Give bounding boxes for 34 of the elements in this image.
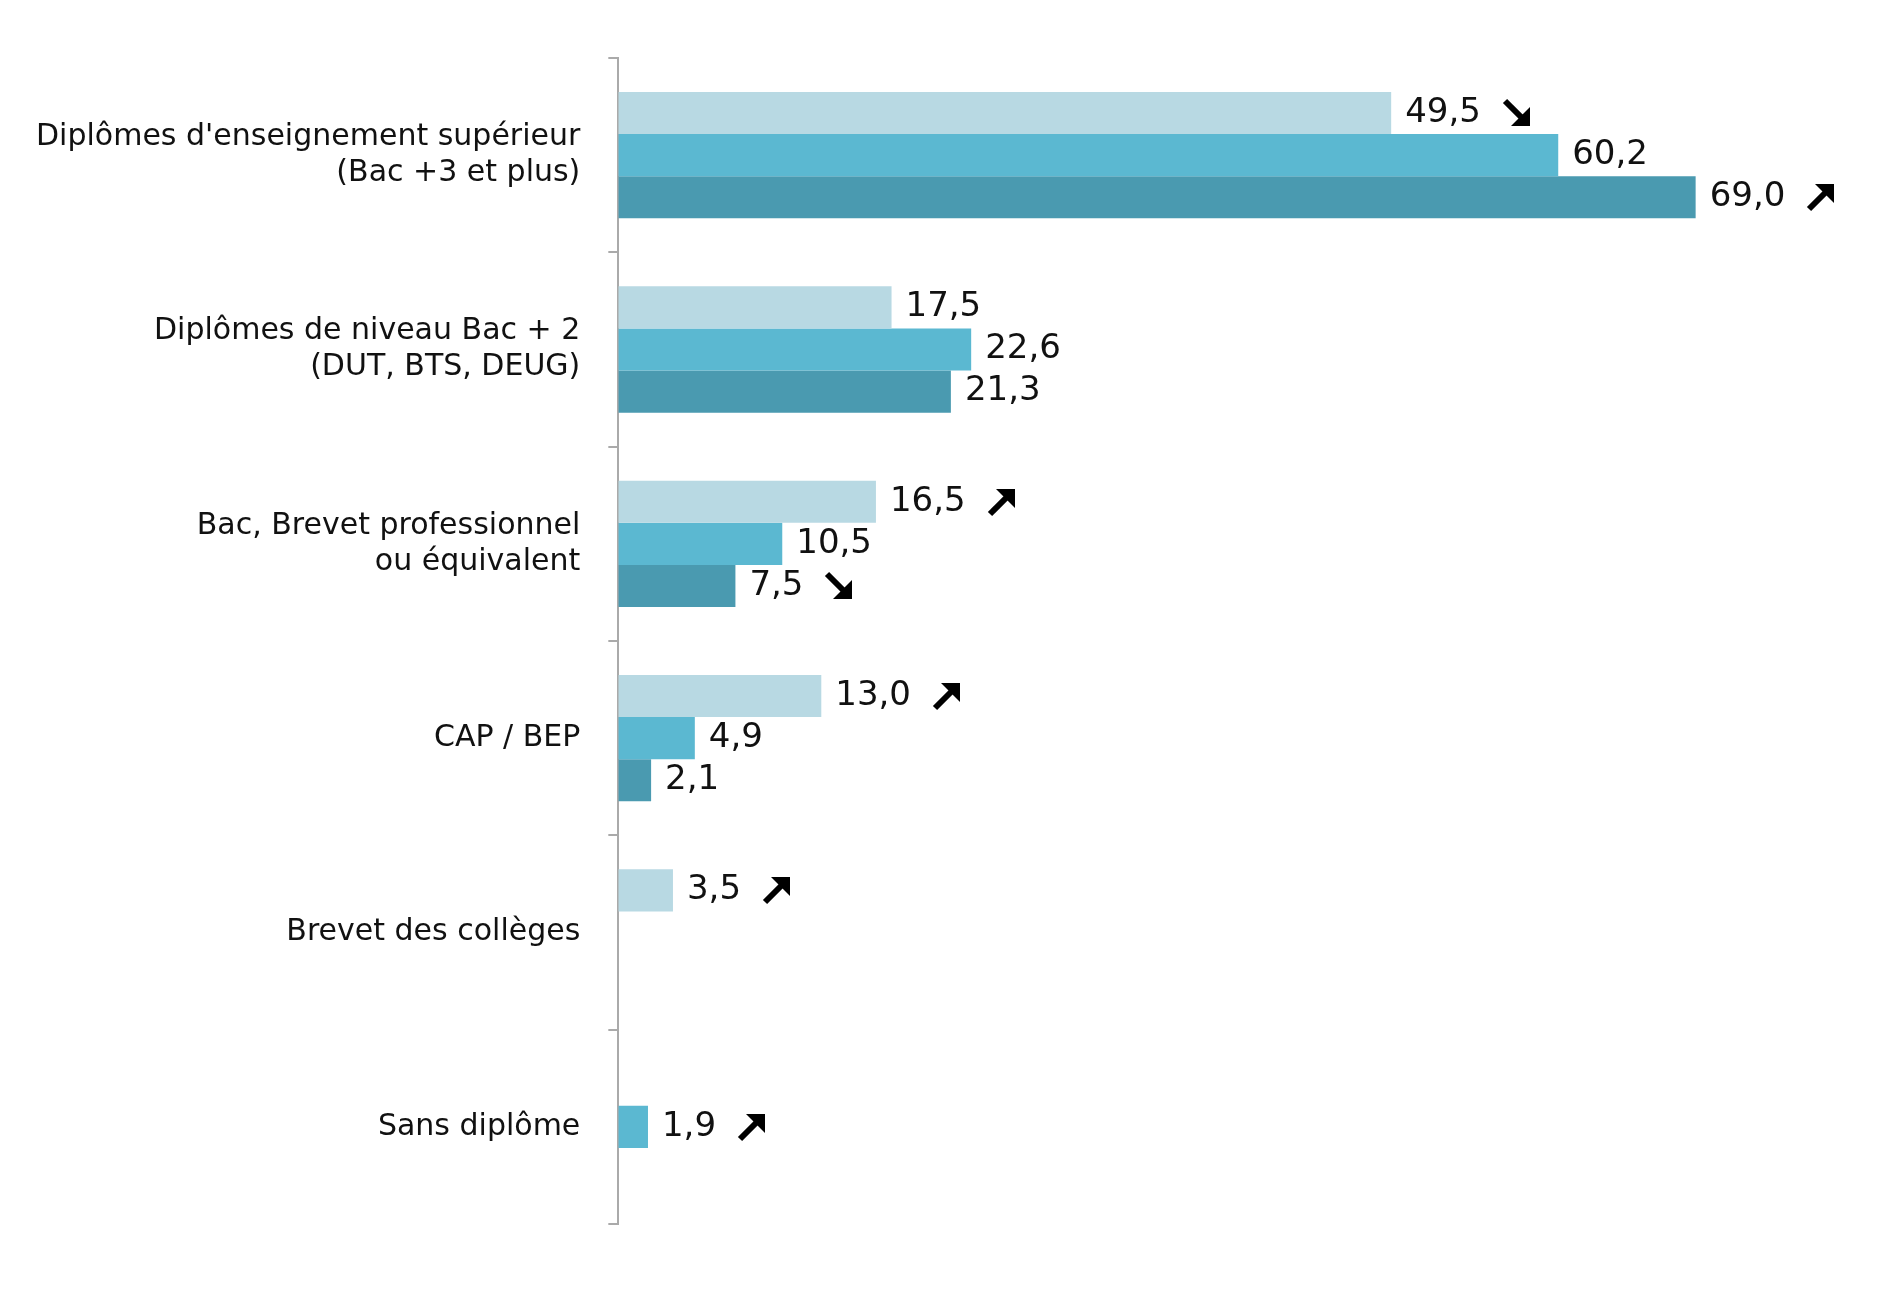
y-tick-label: Bac, Brevet professionnel ou équivalent	[196, 505, 581, 577]
data-label: 69,0	[1709, 174, 1786, 215]
bar	[618, 717, 695, 760]
bar	[618, 564, 736, 607]
bar	[618, 675, 822, 718]
bar	[618, 92, 1392, 135]
bar	[618, 134, 1559, 177]
bar	[618, 370, 951, 413]
data-label: 21,3	[964, 368, 1041, 409]
data-label: 3,5	[686, 867, 742, 908]
bar	[618, 328, 972, 371]
data-label: 13,0	[835, 672, 911, 713]
bar	[618, 869, 673, 912]
bar	[618, 1105, 648, 1148]
data-label: 1,9	[661, 1103, 717, 1144]
y-tick-label: CAP / BEP	[433, 717, 581, 753]
data-label: 22,6	[985, 326, 1061, 367]
data-label: 4,9	[708, 714, 763, 755]
data-label: 17,5	[905, 284, 982, 325]
data-label: 16,5	[889, 478, 966, 519]
bar	[618, 480, 876, 523]
data-label: 49,5	[1405, 89, 1481, 130]
bar	[618, 176, 1696, 219]
bar	[618, 522, 783, 565]
y-tick-label: Diplômes d'enseignement supérieur (Bac +3 et plus)	[35, 116, 581, 188]
y-tick-label: Diplômes de niveau Bac + 2 (DUT, BTS, DEUG)	[154, 311, 581, 383]
y-tick-label: Brevet des collèges	[286, 912, 581, 948]
data-label: 10,5	[796, 520, 872, 561]
bar	[618, 759, 652, 802]
data-label: 7,5	[749, 562, 804, 603]
data-label: 60,2	[1572, 131, 1648, 172]
data-label: 2,1	[665, 757, 720, 798]
bar	[618, 286, 892, 329]
y-tick-label: Sans diplôme	[377, 1106, 581, 1142]
